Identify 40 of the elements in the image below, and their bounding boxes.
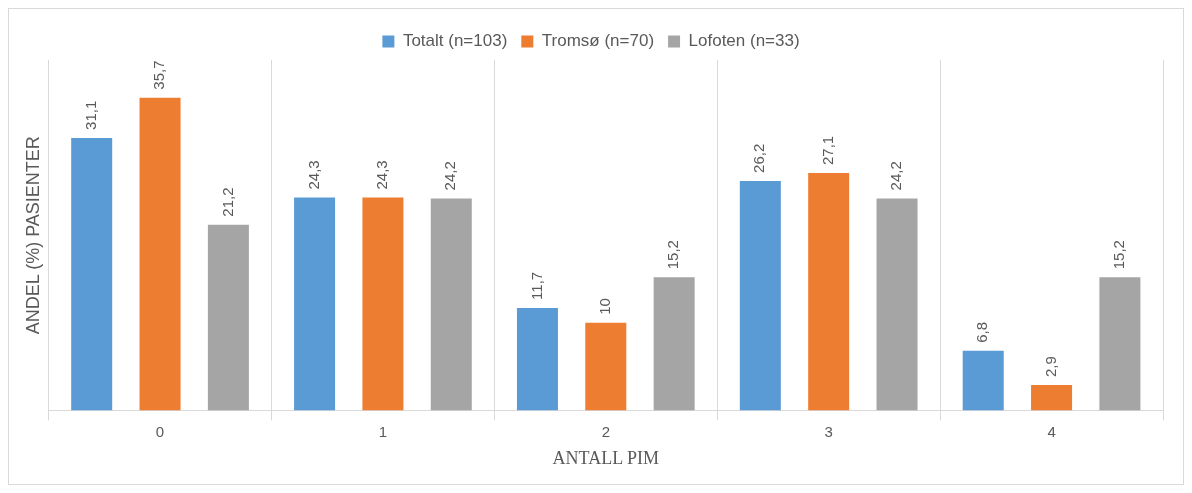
bar [585, 322, 627, 411]
bar [362, 197, 404, 411]
bar [430, 198, 472, 411]
legend-label: Tromsø (n=70) [541, 31, 655, 51]
legend-label: Totalt (n=103) [402, 31, 508, 51]
data-label: 10 [595, 298, 613, 315]
y-axis-title: ANDEL (%) PASIENTER [22, 136, 43, 335]
bar [808, 173, 850, 411]
data-label: 24,2 [441, 161, 459, 191]
x-tick-label: 2 [601, 422, 610, 440]
data-label: 24,3 [373, 160, 391, 190]
bar [207, 224, 249, 411]
data-label: 11,7 [527, 271, 545, 300]
bar [294, 197, 336, 411]
x-tick-label: 4 [1047, 422, 1056, 440]
data-label: 26,2 [750, 143, 768, 173]
x-tick-label: 0 [155, 422, 165, 440]
bar [962, 350, 1004, 411]
data-label: 24,2 [887, 161, 905, 191]
x-axis-title: ANTALL PIM [552, 447, 659, 468]
data-label: 15,2 [664, 240, 682, 270]
data-label: 24,3 [304, 160, 322, 190]
data-label: 21,2 [218, 187, 236, 217]
data-label: 27,1 [818, 135, 836, 165]
bar [876, 198, 918, 411]
x-tick-label: 3 [824, 422, 833, 440]
data-label: 35,7 [150, 60, 168, 90]
data-label: 6,8 [973, 321, 991, 343]
bar [1031, 385, 1073, 411]
bar [653, 277, 695, 411]
bar [739, 180, 781, 411]
data-label: 2,9 [1041, 356, 1059, 377]
bar [516, 307, 558, 411]
bar [71, 137, 113, 411]
data-label: 31,1 [81, 100, 99, 130]
bar [1099, 277, 1141, 411]
x-tick-label: 1 [378, 422, 388, 440]
bar [139, 97, 181, 411]
data-label: 15,2 [1110, 240, 1128, 270]
legend-label: Lofoten (n=33) [688, 31, 800, 51]
